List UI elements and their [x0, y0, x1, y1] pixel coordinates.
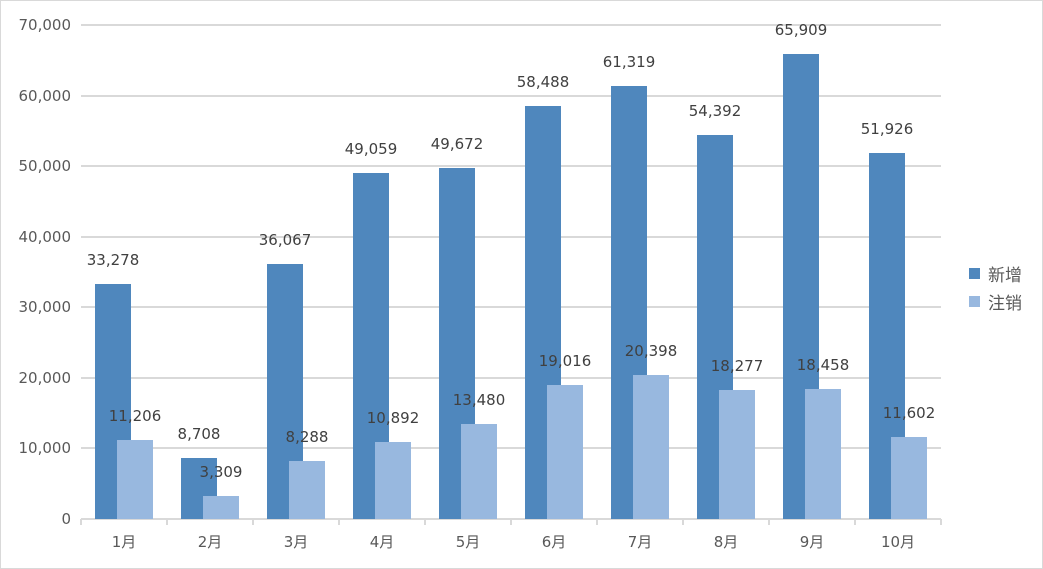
legend-item-new: 新增: [969, 259, 1022, 287]
x-tick-label: 8月: [713, 533, 739, 551]
x-axis-tick: [682, 519, 684, 525]
y-tick-label: 50,000: [18, 157, 72, 176]
x-tick-label: 2月: [197, 533, 223, 551]
legend-label-new: 新增: [988, 265, 1022, 286]
data-label-new: 49,059: [344, 139, 398, 158]
data-label-cancel: 20,398: [624, 342, 678, 361]
data-label-cancel: 18,277: [710, 357, 764, 376]
bar-cancel: [719, 390, 755, 519]
bar-cancel: [203, 495, 239, 519]
data-label-new: 51,926: [860, 119, 914, 138]
gridline: [81, 165, 941, 168]
y-tick-label: 10,000: [18, 439, 72, 458]
x-tick-label: 1月: [111, 533, 137, 551]
bar-cancel: [891, 437, 927, 519]
data-label-cancel: 11,602: [882, 404, 936, 423]
x-axis-tick: [510, 519, 512, 525]
x-tick-label: 6月: [541, 533, 567, 551]
x-axis-tick: [768, 519, 770, 525]
legend-label-cancel: 注销: [988, 293, 1022, 314]
gridline: [81, 235, 941, 238]
x-tick-label: 10月: [880, 533, 916, 551]
legend-item-cancel: 注销: [969, 287, 1022, 315]
legend-swatch-cancel: [969, 295, 980, 307]
x-tick-label: 3月: [283, 533, 309, 551]
y-tick-label: 30,000: [18, 298, 72, 317]
legend-swatch-new: [969, 267, 980, 279]
bar-cancel: [117, 439, 153, 519]
x-axis-tick: [338, 519, 340, 525]
x-tick-label: 7月: [627, 533, 653, 551]
x-axis-tick: [940, 519, 942, 525]
x-tick-label: 9月: [799, 533, 825, 551]
gridline: [81, 447, 941, 450]
bar-cancel: [633, 375, 669, 519]
data-label-new: 58,488: [516, 73, 570, 92]
data-label-cancel: 19,016: [538, 351, 592, 370]
gridline: [81, 376, 941, 379]
data-label-cancel: 11,206: [108, 406, 162, 425]
x-axis-tick: [166, 519, 168, 525]
legend: 新增 注销: [969, 259, 1022, 315]
bar-cancel: [547, 384, 583, 519]
x-axis-tick: [596, 519, 598, 525]
data-label-new: 8,708: [177, 424, 221, 443]
data-label-new: 49,672: [430, 135, 484, 154]
x-tick-label: 4月: [369, 533, 395, 551]
data-label-cancel: 18,458: [796, 355, 850, 374]
data-label-cancel: 8,288: [285, 427, 329, 446]
y-tick-label: 20,000: [18, 368, 72, 387]
y-tick-label: 0: [61, 510, 71, 528]
y-tick-label: 60,000: [18, 86, 72, 105]
plot-area: 33,278 11,206 8,708 3,309 36,067 8,288 49,059 1…: [80, 21, 942, 525]
bar-cancel: [805, 388, 841, 519]
x-axis-tick: [252, 519, 254, 525]
bar-cancel: [375, 442, 411, 519]
y-tick-label: 40,000: [18, 227, 72, 246]
y-tick-label: 70,000: [18, 16, 72, 34]
gridline: [81, 306, 941, 309]
data-label-cancel: 13,480: [452, 390, 506, 409]
bar-cancel: [289, 460, 325, 519]
x-axis-tick: [854, 519, 856, 525]
data-label-new: 65,909: [774, 20, 828, 39]
bar-cancel: [461, 423, 497, 519]
data-label-new: 36,067: [258, 231, 312, 250]
data-label-cancel: 10,892: [366, 409, 420, 428]
data-label-new: 54,392: [688, 102, 742, 121]
data-label-new: 61,319: [602, 53, 656, 72]
gridline: [81, 94, 941, 97]
gridline: [81, 24, 941, 26]
x-axis-tick: [80, 519, 82, 525]
x-axis-tick: [424, 519, 426, 525]
data-label-new: 33,278: [86, 251, 140, 270]
data-label-cancel: 3,309: [199, 462, 243, 481]
x-tick-label: 5月: [455, 533, 481, 551]
